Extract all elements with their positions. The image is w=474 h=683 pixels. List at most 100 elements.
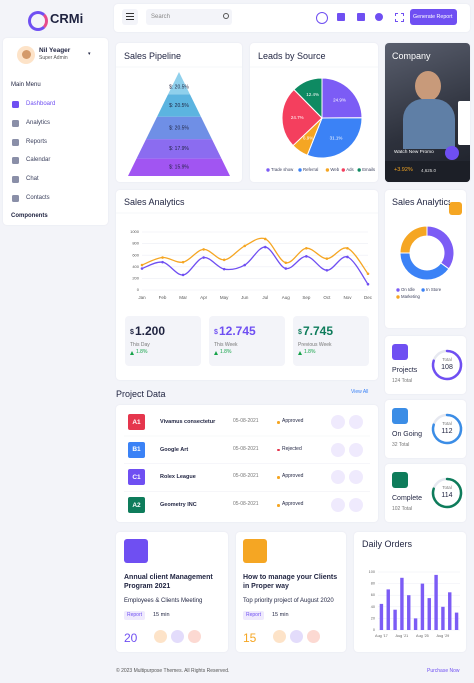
menu-toggle[interactable]: [122, 9, 138, 25]
stat-label: Previous Week: [298, 342, 332, 348]
row-name[interactable]: Geometry INC: [160, 502, 197, 509]
event-subtitle: Top priority project of August 2020: [243, 598, 334, 604]
summary-total: 124 Total: [392, 378, 413, 384]
card-title: Company: [392, 51, 431, 61]
menu-item[interactable]: Chat: [26, 176, 39, 183]
status-dot: [277, 421, 280, 424]
summary-icon: [392, 472, 408, 488]
menu-item[interactable]: Dashboard: [26, 101, 56, 107]
menu-item[interactable]: Contacts: [26, 195, 50, 201]
row-action[interactable]: [349, 415, 363, 429]
icon-button[interactable]: [316, 12, 328, 24]
icon-button[interactable]: [395, 13, 404, 22]
row-date: 05-08-2021: [233, 501, 259, 508]
row-action[interactable]: [331, 442, 345, 457]
stat-currency: $: [298, 329, 302, 336]
card-title: Leads by Source: [258, 51, 326, 61]
ring-value: 108: [441, 364, 453, 371]
row-code: A2: [132, 501, 141, 509]
donut-button[interactable]: [449, 202, 462, 215]
button-bg[interactable]: [410, 9, 457, 25]
event-title[interactable]: Annual client Management Program 2021: [124, 574, 213, 591]
leads-card: [250, 43, 378, 182]
stat-value: 1.200: [135, 324, 166, 338]
company-change: +3.92%: [394, 167, 413, 173]
pipeline-card: [116, 43, 242, 182]
stat-change: 1.8%: [136, 349, 148, 355]
row-action[interactable]: [349, 498, 363, 513]
stat-value: 12.745: [219, 324, 256, 338]
stat-arrow: [130, 351, 134, 355]
row-badge: [128, 414, 145, 430]
icon-button[interactable]: [375, 13, 383, 21]
avatar: [17, 46, 35, 64]
logo-icon: [28, 11, 48, 31]
row-action[interactable]: [331, 498, 345, 513]
section-title: Project Data: [116, 389, 166, 399]
play-button[interactable]: [445, 146, 459, 160]
row-code: B1: [132, 446, 141, 454]
stat-value: 7.745: [303, 324, 334, 338]
ring-label: Total: [442, 485, 452, 490]
row-code: C1: [132, 473, 141, 481]
ring-label: Total: [442, 357, 452, 362]
summary-title: On Going: [392, 431, 422, 438]
video-bar: [385, 161, 470, 182]
search-placeholder: Search: [151, 14, 171, 20]
menu-item[interactable]: Calendar: [26, 157, 51, 164]
avatar: [171, 630, 184, 643]
status-dot: [277, 504, 280, 507]
card-title: Sales Pipeline: [124, 51, 182, 61]
menu-icon: [12, 101, 19, 108]
avatar: [307, 630, 320, 643]
avatar: [154, 630, 167, 643]
row-name[interactable]: Rolex League: [160, 474, 196, 481]
status-dot: [277, 476, 280, 479]
row-code: A1: [132, 418, 141, 426]
row-action[interactable]: [349, 442, 363, 457]
stat-label: This Day: [130, 342, 150, 348]
caret[interactable]: ▾: [88, 51, 91, 57]
ring-label: Total: [442, 421, 452, 426]
row-action[interactable]: [331, 415, 345, 429]
user-name: Nil Yeager: [39, 47, 71, 54]
stat-currency: $: [130, 329, 134, 336]
summary-icon: [392, 408, 408, 424]
event-icon: [124, 539, 148, 563]
row-name[interactable]: Google Art: [160, 446, 189, 453]
view-all-link[interactable]: View All: [351, 389, 369, 395]
stat-arrow: [214, 351, 218, 355]
search-icon: [223, 13, 229, 19]
menu-item[interactable]: Analytics: [26, 119, 51, 126]
stat-box: [209, 316, 285, 366]
avatar: [290, 630, 303, 643]
event-title[interactable]: How to manage your Clients in Proper way: [243, 574, 338, 591]
icon-button[interactable]: [337, 13, 345, 21]
icon-button[interactable]: [357, 13, 365, 21]
hamburger: [126, 13, 134, 14]
stat-box: [293, 316, 369, 366]
side-tools: [458, 101, 470, 145]
row-action[interactable]: [331, 470, 345, 485]
card-title: Daily Orders: [362, 539, 413, 549]
menu-item[interactable]: Reports: [26, 138, 48, 145]
avatar: [188, 630, 201, 643]
button-text[interactable]: Generate Report: [413, 14, 453, 20]
video-caption: Watch New Promo: [394, 150, 434, 155]
row-action[interactable]: [349, 470, 363, 485]
logo-text: CRMi: [50, 11, 84, 26]
event-subtitle: Employees & Clients Meeting: [124, 598, 203, 604]
summary-title: Projects: [392, 367, 418, 374]
search-box[interactable]: [146, 9, 232, 25]
ring-value: 112: [441, 428, 453, 435]
row-badge: [128, 497, 145, 514]
event-tag: Report: [124, 611, 146, 620]
footer-text: © 2023 Multipurpose Themes. All Rights R…: [116, 668, 230, 674]
stat-box: [125, 316, 201, 366]
menu-icon: [12, 119, 19, 127]
row-name[interactable]: Vivamus consectetur: [160, 419, 216, 425]
sidebar: [3, 38, 108, 225]
event-tag: Report: [243, 611, 265, 620]
footer-link[interactable]: Purchase Now: [427, 668, 460, 674]
